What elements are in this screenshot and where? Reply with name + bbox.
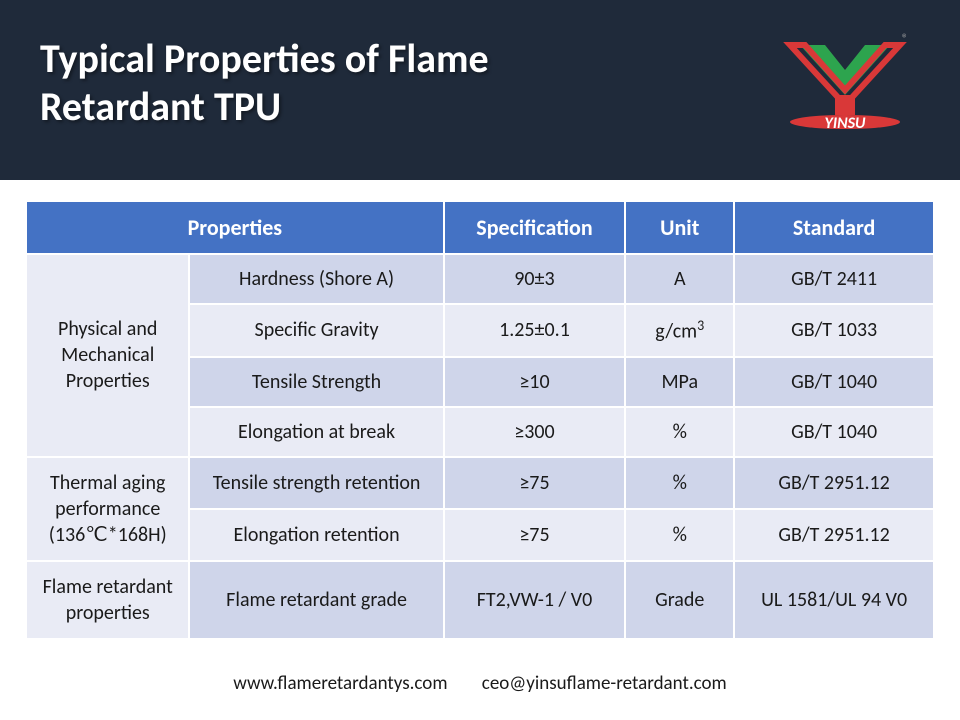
standard-value: GB/T 2951.12	[734, 509, 934, 561]
table-row: Flame retardant propertiesFlame retardan…	[26, 561, 934, 639]
group-label: Thermal aging performance (136℃*168H)	[26, 457, 189, 561]
standard-value: GB/T 2951.12	[734, 457, 934, 509]
standard-value: GB/T 1040	[734, 407, 934, 457]
property-name: Tensile Strength	[189, 357, 443, 407]
unit-value: A	[625, 254, 734, 304]
specification-value: 90±3	[444, 254, 626, 304]
standard-value: GB/T 2411	[734, 254, 934, 304]
property-name: Elongation at break	[189, 407, 443, 457]
table-row: Physical and Mechanical PropertiesHardne…	[26, 254, 934, 304]
property-name: Tensile strength retention	[189, 457, 443, 509]
property-name: Specific Gravity	[189, 304, 443, 357]
specification-value: ≥75	[444, 457, 626, 509]
unit-value: MPa	[625, 357, 734, 407]
header: Typical Properties of Flame Retardant TP…	[0, 0, 960, 180]
table-header-row: Properties Specification Unit Standard	[26, 201, 934, 254]
specification-value: FT2,VW-1 / V0	[444, 561, 626, 639]
footer-website: www.flameretardantys.com	[233, 672, 447, 695]
svg-text:YINSU: YINSU	[825, 114, 867, 133]
logo: ® YINSU	[770, 30, 920, 145]
table-container: YINSU Properties Specification Unit Stan…	[0, 180, 960, 640]
footer: www.flameretardantys.com ceo@yinsuflame-…	[0, 672, 960, 695]
group-label: Flame retardant properties	[26, 561, 189, 639]
col-unit: Unit	[625, 201, 734, 254]
table-row: Thermal aging performance (136℃*168H)Ten…	[26, 457, 934, 509]
property-name: Elongation retention	[189, 509, 443, 561]
unit-value: %	[625, 509, 734, 561]
properties-table: Properties Specification Unit Standard P…	[25, 200, 935, 640]
unit-value: %	[625, 457, 734, 509]
col-standard: Standard	[734, 201, 934, 254]
unit-value: Grade	[625, 561, 734, 639]
group-label: Physical and Mechanical Properties	[26, 254, 189, 457]
col-properties: Properties	[26, 201, 444, 254]
specification-value: ≥10	[444, 357, 626, 407]
standard-value: UL 1581/UL 94 V0	[734, 561, 934, 639]
unit-value: %	[625, 407, 734, 457]
specification-value: 1.25±0.1	[444, 304, 626, 357]
standard-value: GB/T 1033	[734, 304, 934, 357]
unit-value: g/cm3	[625, 304, 734, 357]
standard-value: GB/T 1040	[734, 357, 934, 407]
specification-value: ≥300	[444, 407, 626, 457]
specification-value: ≥75	[444, 509, 626, 561]
footer-email: ceo@yinsuflame-retardant.com	[482, 672, 727, 695]
page-title: Typical Properties of Flame Retardant TP…	[40, 35, 640, 131]
col-specification: Specification	[444, 201, 626, 254]
property-name: Hardness (Shore A)	[189, 254, 443, 304]
property-name: Flame retardant grade	[189, 561, 443, 639]
